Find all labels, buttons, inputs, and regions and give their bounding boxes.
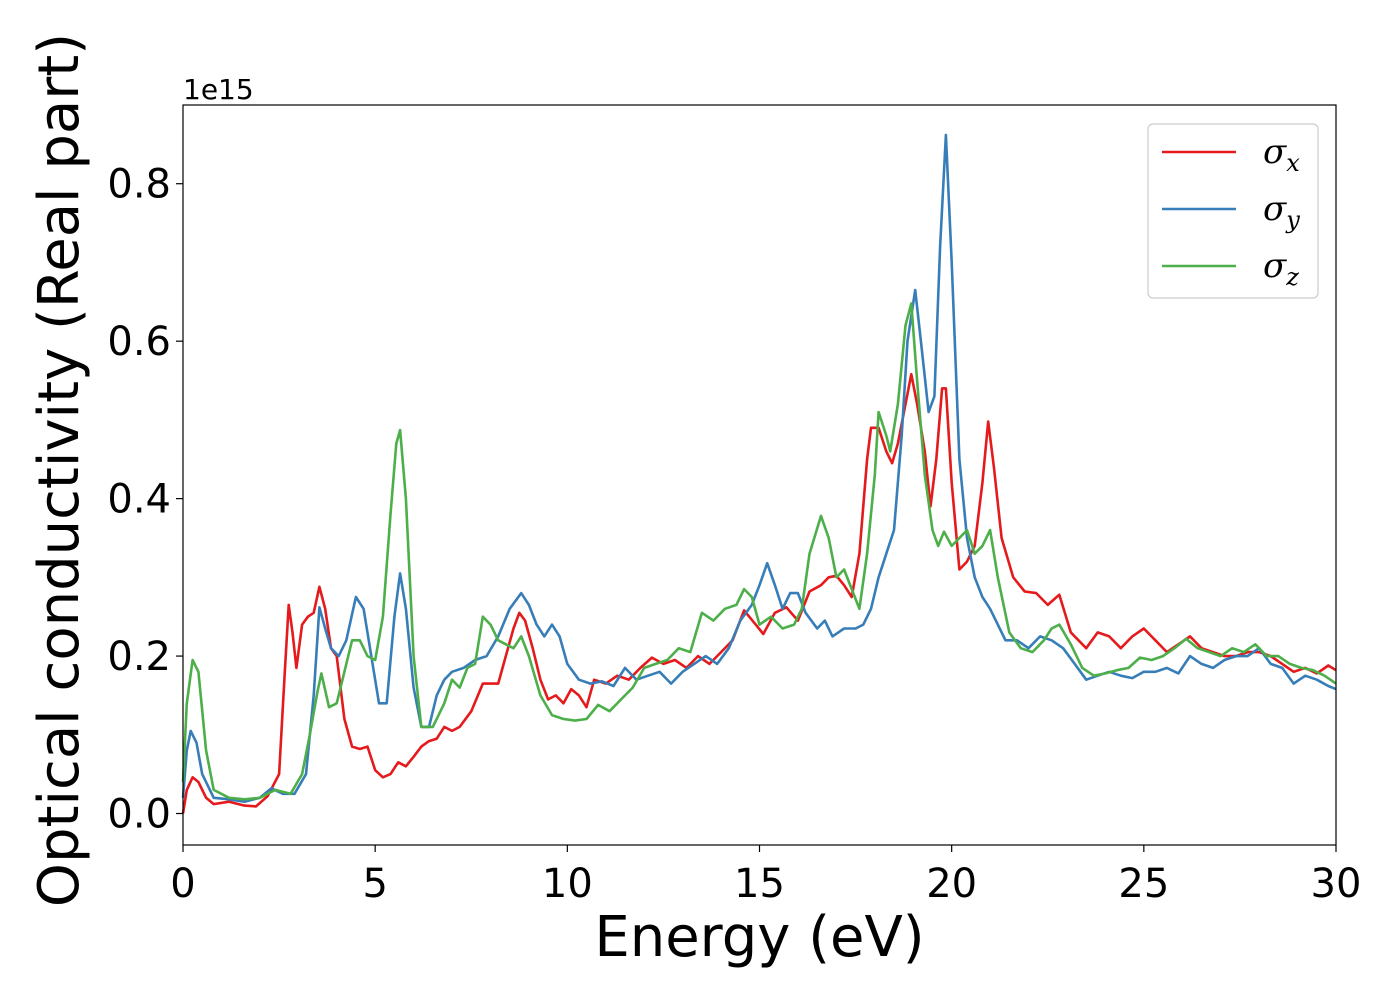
y-tick-label: 0.6: [107, 319, 171, 365]
ticks-layer: 0 5 10 15 20 25 30 0.0 0.2 0.4 0.6 0.8: [107, 162, 1361, 907]
y-tick-label: 0.4: [107, 477, 171, 523]
x-tick-label: 25: [1118, 861, 1169, 907]
x-tick-label: 5: [362, 861, 387, 907]
legend-label-z: σz: [1263, 246, 1299, 291]
y-tick-label: 0.8: [107, 162, 171, 208]
x-tick-label: 0: [170, 861, 195, 907]
x-axis-label: Energy (eV): [594, 905, 924, 970]
x-tick-label: 15: [734, 861, 785, 907]
x-tick-label: 10: [542, 861, 593, 907]
legend-frame: [1147, 123, 1319, 299]
y-axis-label: Optical conductivity (Real part): [27, 33, 92, 907]
series-line-x: [181, 372, 1337, 814]
series-line-z: [181, 302, 1337, 801]
legend-label-y: σy: [1263, 189, 1300, 234]
x-tick-label: 30: [1311, 861, 1362, 907]
legend: σx σy σz: [1147, 123, 1319, 299]
legend-label-x: σx: [1263, 132, 1300, 177]
y-axis-offset-label: 1e15: [183, 73, 254, 106]
series-layer: [181, 133, 1337, 814]
x-tick-label: 20: [926, 861, 977, 907]
y-tick-label: 0.2: [107, 634, 171, 680]
y-tick-label: 0.0: [107, 792, 171, 838]
